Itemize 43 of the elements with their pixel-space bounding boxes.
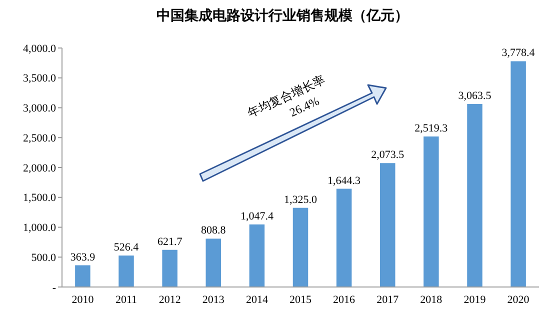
x-tick-label: 2015 [290, 294, 312, 306]
x-tick-label: 2010 [72, 294, 94, 306]
bar [380, 163, 396, 287]
x-tick-label: 2012 [158, 294, 181, 306]
chart-title: 中国集成电路设计行业销售规模（亿元） [156, 8, 408, 24]
bar [249, 224, 265, 287]
data-label: 2,519.3 [414, 122, 448, 134]
data-label: 621.7 [157, 236, 183, 248]
x-tick-label: 2017 [376, 294, 400, 306]
data-label: 1,047.4 [240, 210, 274, 222]
data-label: 3,778.4 [502, 47, 536, 60]
y-tick-label: 2,000.0 [23, 162, 56, 174]
data-label: 2,073.5 [371, 149, 405, 162]
y-tick-label: 1,500.0 [23, 192, 56, 204]
data-label: 1,325.0 [284, 194, 318, 206]
y-tick-label: 4,000.0 [23, 42, 56, 55]
bar [510, 61, 526, 287]
y-tick-label: 1,000.0 [23, 222, 56, 234]
y-tick-label: 3,500.0 [23, 72, 56, 85]
y-tick-label: 2,500.0 [23, 132, 56, 144]
bar [162, 250, 178, 287]
bar [206, 238, 221, 287]
bar [292, 208, 308, 287]
x-tick-label: 2018 [420, 294, 443, 306]
x-tick-label: 2020 [507, 294, 530, 306]
bar [118, 256, 134, 287]
x-tick-label: 2016 [333, 294, 356, 306]
bar [75, 265, 90, 287]
bar [424, 136, 439, 287]
x-tick-label: 2013 [202, 294, 225, 306]
data-label: 1,644.3 [328, 174, 362, 187]
data-label: 3,063.5 [458, 90, 492, 102]
x-tick-label: 2014 [246, 294, 268, 306]
data-label: 808.8 [201, 224, 226, 237]
data-label: 363.9 [70, 251, 96, 264]
y-tick-label: 3,000.0 [23, 102, 56, 115]
x-tick-label: 2011 [115, 294, 138, 306]
data-label: 526.4 [114, 242, 140, 254]
x-tick-label: 2019 [464, 294, 486, 306]
bar [336, 188, 352, 287]
y-tick-label: - [52, 282, 56, 294]
bar [467, 104, 482, 287]
y-tick-label: 500.0 [31, 252, 56, 264]
